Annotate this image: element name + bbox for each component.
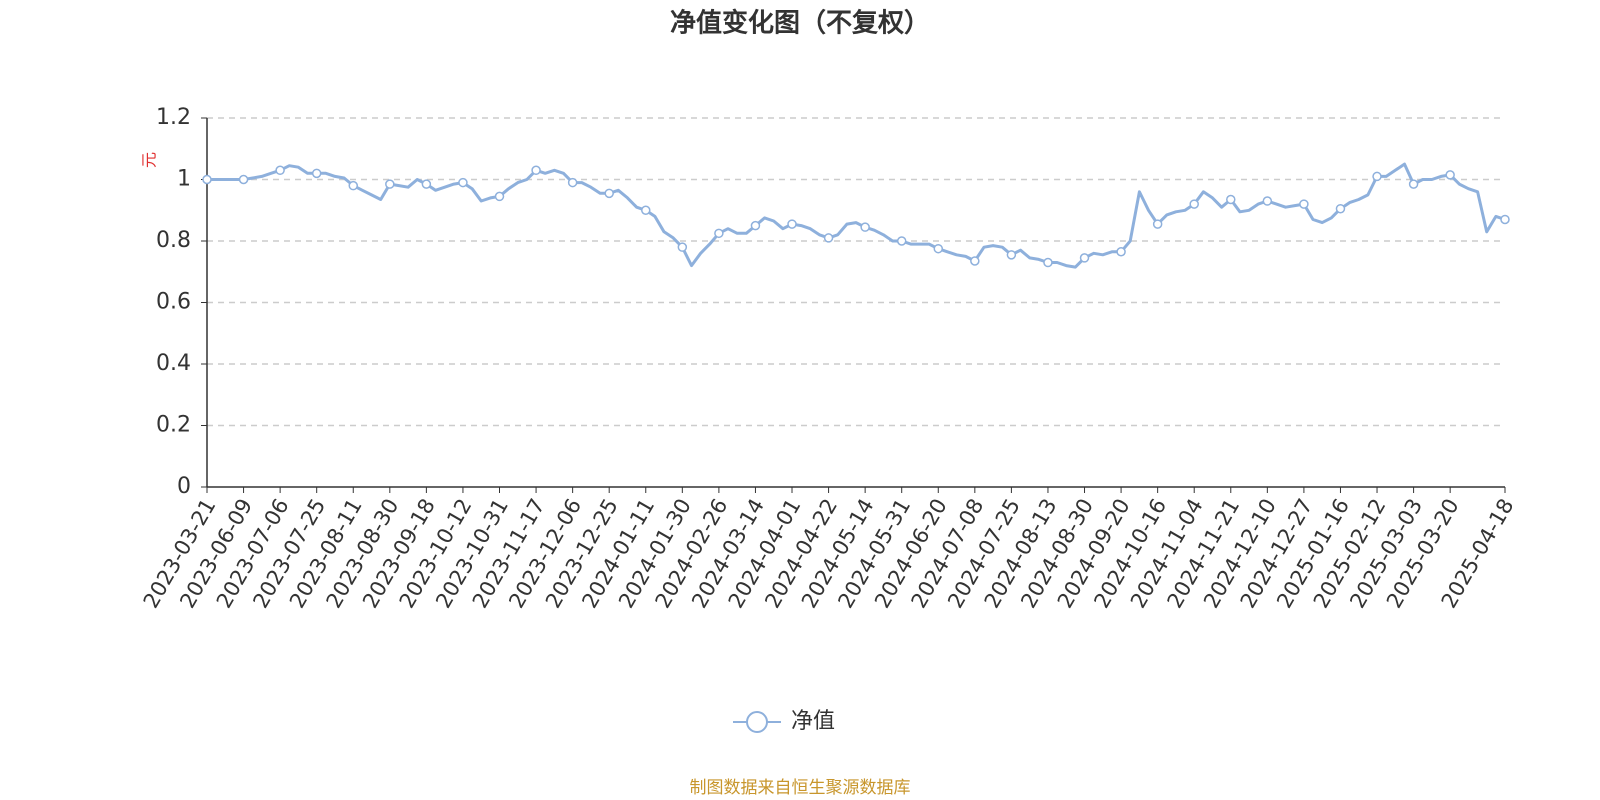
point xyxy=(202,174,212,185)
legend-label: 净值 xyxy=(791,709,835,734)
point xyxy=(1500,214,1510,225)
point xyxy=(1445,170,1455,180)
point xyxy=(275,165,285,176)
point xyxy=(421,179,432,189)
point xyxy=(1189,199,1199,209)
point xyxy=(860,222,870,232)
point xyxy=(531,165,541,176)
y-axis-label: 元 xyxy=(140,152,159,168)
point xyxy=(714,228,724,239)
point xyxy=(933,243,944,254)
point xyxy=(567,177,578,188)
point xyxy=(458,177,468,188)
y-tick-label: 0.4 xyxy=(156,351,191,376)
point xyxy=(750,220,761,231)
y-tick-label: 0 xyxy=(177,474,191,499)
point xyxy=(1226,194,1236,205)
point xyxy=(604,188,614,199)
y-tick-label: 1 xyxy=(177,167,191,192)
point xyxy=(1152,219,1163,229)
point xyxy=(385,179,395,189)
point xyxy=(1043,257,1053,268)
point xyxy=(494,191,505,202)
point xyxy=(1079,253,1090,263)
point xyxy=(1262,196,1273,206)
point xyxy=(348,180,359,191)
point xyxy=(1006,250,1017,260)
point xyxy=(677,242,688,252)
footer: 制图数据来自恒生聚源数据库 xyxy=(690,778,911,798)
y-tick-label: 0.8 xyxy=(156,228,191,253)
point xyxy=(896,236,907,246)
point xyxy=(641,205,651,215)
point xyxy=(1299,199,1309,209)
point xyxy=(823,233,834,243)
point xyxy=(1372,171,1382,182)
point xyxy=(787,219,797,229)
point xyxy=(238,174,249,185)
point xyxy=(311,168,322,179)
y-tick-label: 0.2 xyxy=(156,413,191,438)
point xyxy=(970,256,980,266)
chart-title: 净值变化图（不复权） xyxy=(670,8,930,39)
point xyxy=(1408,179,1419,189)
y-tick-label: 1.2 xyxy=(156,105,191,130)
point xyxy=(1116,247,1126,257)
legend-marker xyxy=(746,711,768,733)
point xyxy=(1335,203,1346,214)
y-tick-label: 0.6 xyxy=(156,290,191,315)
